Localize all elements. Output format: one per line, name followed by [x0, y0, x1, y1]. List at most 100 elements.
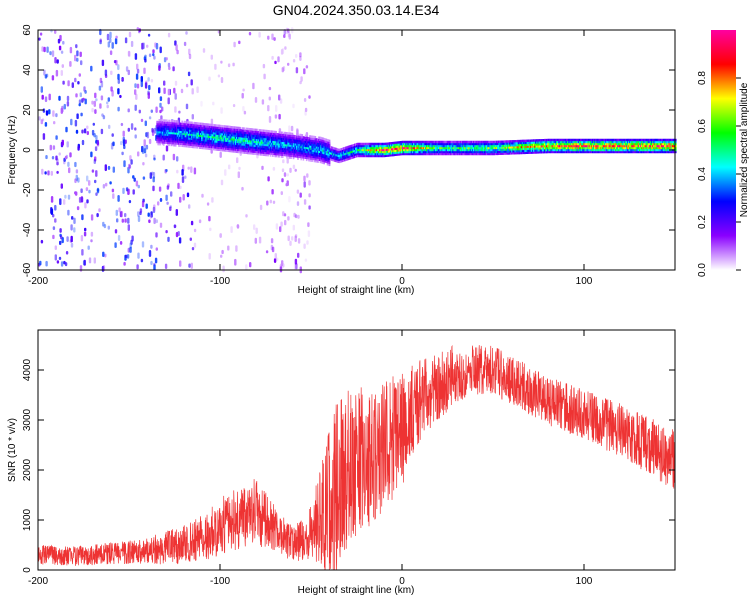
- spectrogram-noise-cell: [127, 217, 130, 224]
- spectrogram-ridge-cell: [506, 140, 509, 143]
- spectrogram-ridge-cell: [411, 150, 414, 154]
- spectrogram-ridge-cell: [643, 138, 645, 142]
- spectrogram-noise-cell: [133, 177, 136, 182]
- spectrogram-noise-cell: [136, 68, 140, 74]
- spectrogram-ridge-cell: [191, 137, 193, 140]
- spectrogram-ridge-cell: [319, 144, 321, 147]
- colorbar-label: Normalized spectral amplitude: [739, 82, 750, 217]
- spectrogram-ridge-cell: [196, 122, 199, 125]
- spectrogram-ridge-cell: [267, 144, 270, 147]
- spectrogram-ridge-cell: [402, 142, 404, 146]
- spectrogram-ridge-cell: [262, 145, 264, 148]
- spectrogram-ridge-cell: [534, 145, 536, 148]
- spectrogram-ridge-cell: [649, 140, 652, 144]
- spectrogram-noise-cell: [79, 265, 83, 272]
- spectrogram-noise-cell: [60, 70, 63, 76]
- spectrogram-ridge-cell: [669, 142, 672, 146]
- spectrogram-ridge-cell: [531, 141, 534, 144]
- spectrogram-ridge-cell: [277, 137, 280, 140]
- spectrogram-ridge-cell: [480, 150, 483, 154]
- spectrogram-ridge-cell: [276, 141, 278, 144]
- spectrogram-ridge-cell: [323, 151, 325, 155]
- spectrogram-ridge-cell: [190, 125, 192, 128]
- spectrogram-ridge-cell: [266, 137, 269, 141]
- spectrogram-ridge-cell: [284, 147, 286, 151]
- spectrogram-ridge-cell: [180, 134, 182, 137]
- spectrogram-noise-cell: [120, 141, 123, 146]
- spectrogram-noise-cell: [152, 49, 155, 54]
- spectrogram-ridge-cell: [482, 142, 485, 146]
- spectrogram-ridge-cell: [176, 132, 178, 135]
- spectrogram-ridge-cell: [299, 147, 301, 151]
- spectrogram-ridge-cell: [172, 136, 175, 139]
- spectrogram-noise-cell: [100, 95, 104, 101]
- spectrogram-ridge-cell: [370, 144, 372, 148]
- spectrogram-ridge-cell: [487, 144, 489, 148]
- spectrogram-ridge-cell: [506, 152, 509, 155]
- spectrogram-ridge-cell: [630, 142, 632, 146]
- spectrogram-ridge-cell: [357, 146, 359, 150]
- spectrogram-ridge-cell: [271, 138, 273, 141]
- spectrogram-ridge-cell: [436, 152, 439, 156]
- spectrogram-ridge-cell: [431, 144, 434, 148]
- spectrogram-ridge-cell: [254, 130, 257, 133]
- spectrogram-ridge-cell: [482, 140, 485, 144]
- spectrogram-ridge-cell: [417, 150, 419, 154]
- spectrogram-ridge-cell: [525, 149, 527, 152]
- spectrogram-noise-cell: [167, 88, 171, 96]
- spectrogram-ridge-cell: [609, 146, 612, 150]
- spectrogram-ridge-cell: [162, 139, 165, 142]
- spectrogram-ridge-cell: [262, 131, 264, 134]
- spectrogram-ridge-cell: [334, 155, 336, 158]
- spectrogram-ridge-cell: [190, 137, 192, 140]
- spectrogram-ridge-cell: [194, 136, 197, 139]
- spectrogram-ridge-cell: [334, 147, 336, 150]
- spectrogram-ridge-cell: [586, 148, 589, 152]
- spectrogram-ridge-cell: [275, 136, 277, 140]
- spectrogram-ridge-cell: [312, 141, 315, 145]
- spectrogram-ridge-cell: [409, 144, 412, 148]
- spectrogram-ridge-cell: [253, 140, 256, 143]
- spectrogram-ridge-cell: [213, 134, 215, 137]
- spectrogram-ridge-cell: [197, 138, 200, 141]
- spectrogram-ridge-cell: [392, 147, 394, 151]
- spectrogram-ridge-cell: [396, 147, 399, 150]
- spectrogram-ridge-cell: [474, 142, 476, 146]
- spectrogram-ridge-cell: [248, 129, 250, 133]
- spectrogram-noise-cell: [180, 88, 184, 94]
- spectrogram-ridge-cell: [243, 131, 246, 134]
- spectrogram-ridge-cell: [333, 153, 335, 156]
- spectrogram-noise-cell: [304, 258, 308, 262]
- spectrogram-ridge-cell: [290, 134, 293, 137]
- spectrogram-ridge-cell: [531, 149, 534, 152]
- spectrogram-ridge-cell: [352, 150, 355, 153]
- spectrogram-ridge-cell: [163, 129, 166, 132]
- spectrogram-ridge-cell: [286, 152, 288, 155]
- spectrogram-ridge-cell: [498, 142, 500, 145]
- spectrogram-ridge-cell: [473, 152, 475, 156]
- spectrogram-ridge-cell: [230, 132, 233, 135]
- spectrogram-ridge-cell: [417, 140, 419, 144]
- spectrogram-noise-cell: [208, 76, 211, 81]
- spectrogram-ridge-cell: [274, 142, 276, 146]
- spectrogram-ridge-cell: [172, 142, 175, 145]
- spectrogram-ridge-cell: [334, 151, 336, 154]
- spectrogram-ridge-cell: [239, 132, 241, 136]
- spectrogram-ridge-cell: [201, 124, 203, 128]
- spectrogram-ridge-cell: [307, 144, 309, 148]
- spectrogram-ridge-cell: [488, 148, 490, 152]
- spectrogram-ridge-cell: [292, 148, 295, 152]
- spectrogram-ridge-cell: [396, 153, 399, 156]
- spectrogram-noise-cell: [230, 226, 233, 234]
- spectrogram-ridge-cell: [284, 143, 286, 147]
- spectrogram-ridge-cell: [463, 140, 465, 144]
- spectrogram-ridge-cell: [258, 153, 261, 156]
- spectrogram-ridge-cell: [329, 146, 332, 149]
- spectrogram-ridge-cell: [161, 141, 164, 144]
- spectrogram-ridge-cell: [227, 135, 229, 138]
- spectrogram-noise-cell: [107, 97, 110, 102]
- spectrogram-noise-cell: [258, 236, 262, 244]
- spectrogram-ridge-cell: [462, 148, 464, 152]
- spectrogram-ridge-cell: [619, 150, 621, 154]
- spectrogram-noise-cell: [150, 211, 153, 218]
